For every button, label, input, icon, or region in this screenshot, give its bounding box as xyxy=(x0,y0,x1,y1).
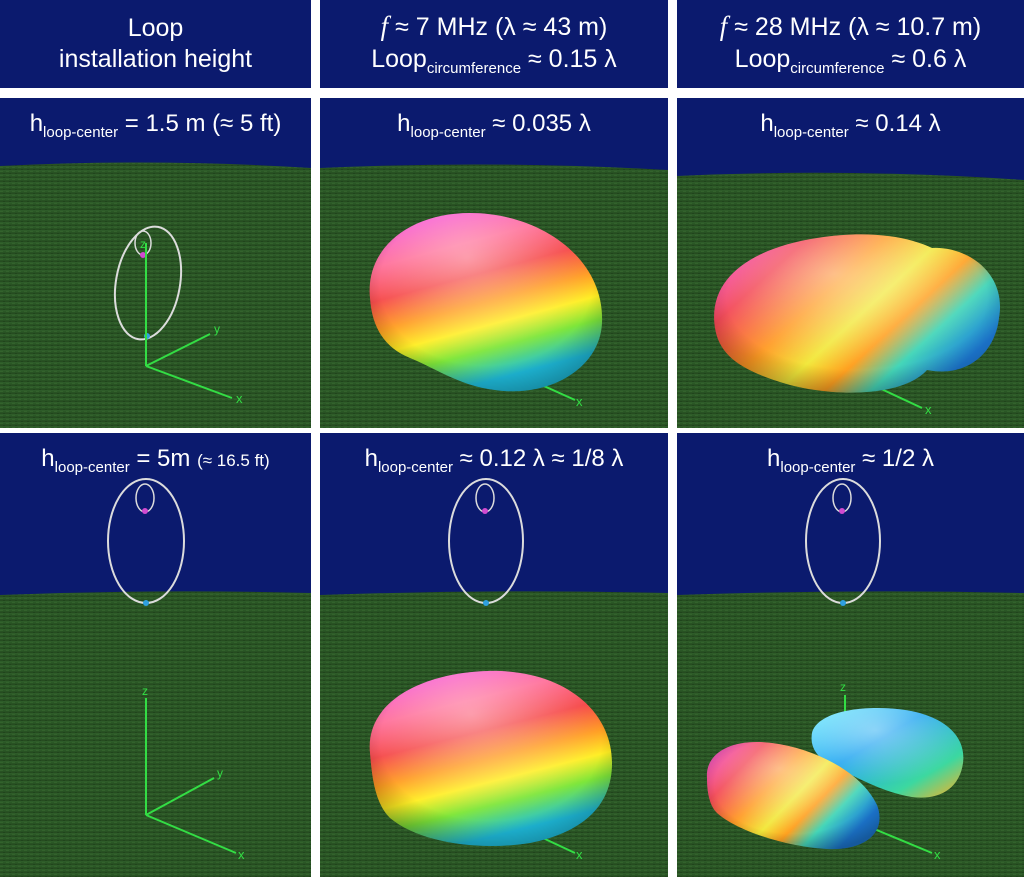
scene-half-lambda: z x xyxy=(677,478,1024,877)
radiation-pattern-lobe-rear xyxy=(811,708,964,798)
axes xyxy=(145,698,237,854)
radiation-pattern-lobe xyxy=(369,213,603,392)
cell-title: hloop-center ≈ 0.035 λ xyxy=(397,110,591,141)
radiation-pattern-lobe-front xyxy=(706,741,880,850)
header-installation-height-label: installation height xyxy=(58,45,253,73)
capacitor-point xyxy=(143,600,149,606)
cell-title: hloop-center ≈ 0.14 λ xyxy=(760,110,941,141)
y-axis xyxy=(145,333,211,367)
scene-1-5m: x y z xyxy=(0,162,311,428)
loop-antenna xyxy=(107,478,185,606)
loop-ring xyxy=(805,478,881,604)
cell-title: hloop-center ≈ 0.12 λ ≈ 1/8 λ xyxy=(364,445,624,476)
scene-0-035-lambda: x xyxy=(320,164,668,428)
header-frequency-28mhz: f ≈ 28 MHz (λ ≈ 10.7 m) xyxy=(719,10,982,41)
y-axis-label: y xyxy=(217,766,223,780)
coupling-loop xyxy=(832,483,852,513)
y-axis xyxy=(145,777,215,816)
z-axis-label: z xyxy=(840,680,846,694)
x-axis-label: x xyxy=(925,402,932,417)
x-axis xyxy=(145,814,237,854)
x-axis-label: x xyxy=(934,847,941,862)
x-axis-label: x xyxy=(236,391,243,406)
feed-point xyxy=(482,508,488,514)
cell-height-0-12-lambda: x hloop-center ≈ 0.12 λ ≈ 1/8 λ xyxy=(320,433,668,877)
scene-0-12-lambda: x xyxy=(320,478,668,877)
cell-height-0-14-lambda: x hloop-center ≈ 0.14 λ xyxy=(677,98,1024,428)
column-header-height: Loop installation height xyxy=(0,0,311,88)
scene-0-14-lambda: x xyxy=(677,172,1024,428)
scene-5m: x y z xyxy=(0,478,311,877)
radiation-pattern-lobe xyxy=(714,234,1001,393)
capacitor-point xyxy=(483,600,489,606)
cell-height-1-5m: x y z hloop-center = 1.5 m (≈ 5 ft) xyxy=(0,98,311,428)
capacitor-point xyxy=(840,600,846,606)
column-header-7mhz: f ≈ 7 MHz (λ ≈ 43 m) Loopcircumference ≈… xyxy=(320,0,668,88)
y-axis-label: y xyxy=(214,322,220,336)
cell-title: hloop-center ≈ 1/2 λ xyxy=(767,445,934,476)
cell-title: hloop-center = 1.5 m (≈ 5 ft) xyxy=(29,110,282,141)
feed-point xyxy=(839,508,845,514)
x-axis-label: x xyxy=(576,394,583,409)
header-circumference-28mhz: Loopcircumference ≈ 0.6 λ xyxy=(734,44,967,77)
x-axis xyxy=(145,365,233,399)
cell-height-0-035-lambda: x hloop-center ≈ 0.035 λ xyxy=(320,98,668,428)
feed-point xyxy=(142,508,148,514)
cell-height-half-lambda: z x hloop-center ≈ 1/2 λ xyxy=(677,433,1024,877)
cell-title: hloop-center = 5m (≈ 16.5 ft) xyxy=(41,445,270,476)
z-axis-label: z xyxy=(142,684,148,698)
feed-point xyxy=(140,252,146,258)
header-frequency-7mhz: f ≈ 7 MHz (λ ≈ 43 m) xyxy=(380,10,608,41)
coupling-loop xyxy=(135,483,155,513)
ground xyxy=(0,162,311,428)
cell-height-5m: x y z hloop-center = 5m (≈ 16.5 ft) xyxy=(0,433,311,877)
axes xyxy=(145,243,233,399)
loop-ring xyxy=(113,225,183,341)
header-loop-label: Loop xyxy=(127,13,184,42)
loop-ring xyxy=(107,478,185,604)
loop-ring xyxy=(448,478,524,604)
z-axis-label: z xyxy=(140,237,146,251)
x-axis-label: x xyxy=(576,847,583,862)
loop-antenna xyxy=(448,478,524,606)
ground xyxy=(0,591,311,877)
header-circumference-7mhz: Loopcircumference ≈ 0.15 λ xyxy=(371,44,617,77)
x-axis-label: x xyxy=(238,847,245,862)
x-axis xyxy=(866,825,933,854)
loop-antenna xyxy=(805,478,881,606)
column-header-28mhz: f ≈ 28 MHz (λ ≈ 10.7 m) Loopcircumferenc… xyxy=(677,0,1024,88)
coupling-loop xyxy=(475,483,495,513)
radiation-pattern-lobe xyxy=(369,670,612,846)
